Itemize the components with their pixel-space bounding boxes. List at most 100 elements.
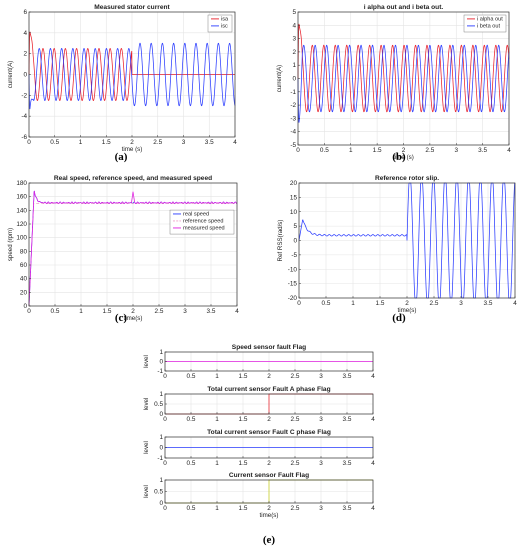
y-tick-label: 15 xyxy=(290,194,298,201)
x-tick-label: 4 xyxy=(371,373,375,380)
x-tick-label: 0 xyxy=(27,308,31,315)
y-axis-label: current(A) xyxy=(276,65,283,93)
x-tick-label: 2.5 xyxy=(291,416,300,423)
y-tick-label: -2 xyxy=(21,92,27,99)
x-axis-label: time (s) xyxy=(122,146,143,153)
y-tick-label: -2 xyxy=(290,102,296,109)
y-tick-label: 1 xyxy=(159,391,163,398)
x-tick-label: 0.5 xyxy=(187,416,196,423)
x-tick-label: 1.5 xyxy=(239,416,248,423)
x-axis-label: time(s) xyxy=(124,315,143,322)
x-tick-label: 4 xyxy=(513,300,517,307)
x-tick-label: 3.5 xyxy=(478,147,487,154)
x-tick-label: 1 xyxy=(79,308,83,315)
y-tick-label: 0 xyxy=(23,303,27,310)
series-line-isc xyxy=(28,42,236,110)
x-tick-label: 1 xyxy=(215,373,219,380)
x-tick-label: 3.5 xyxy=(205,139,214,146)
x-tick-label: 4 xyxy=(371,416,375,423)
x-tick-label: 0.5 xyxy=(187,505,196,512)
y-axis-label: Ref RSS(rad/s) xyxy=(277,220,284,262)
panel-label: (a) xyxy=(115,151,128,163)
y-tick-label: 1 xyxy=(159,477,163,484)
x-tick-label: 0.5 xyxy=(50,139,59,146)
y-tick-label: 3 xyxy=(292,36,296,43)
y-tick-label: -6 xyxy=(21,134,27,141)
chart-title: Measured stator current xyxy=(94,4,170,11)
x-tick-label: 1.5 xyxy=(239,460,248,467)
y-tick-label: -15 xyxy=(288,281,298,288)
x-tick-label: 1.5 xyxy=(102,139,111,146)
x-tick-label: 0 xyxy=(163,416,167,423)
x-tick-label: 2 xyxy=(267,460,271,467)
x-axis-label: time (s) xyxy=(393,154,414,161)
chart-title: i alpha out and i beta out. xyxy=(364,4,444,11)
series-line-reference-speed xyxy=(28,203,237,307)
series-line-i-beta-out xyxy=(297,44,510,123)
x-tick-label: 0.5 xyxy=(320,147,329,154)
y-tick-label: 140 xyxy=(16,207,27,214)
y-tick-label: 1 xyxy=(159,434,163,441)
x-tick-label: 3.5 xyxy=(343,416,352,423)
y-tick-label: 2 xyxy=(292,49,296,56)
series-line-i-alpha-out xyxy=(297,23,510,113)
x-tick-label: 2 xyxy=(267,505,271,512)
x-tick-label: 3 xyxy=(319,505,323,512)
y-tick-label: -1 xyxy=(157,368,163,375)
y-tick-label: 120 xyxy=(16,221,27,228)
y-tick-label: 2 xyxy=(23,51,27,58)
y-tick-label: 20 xyxy=(290,180,298,187)
y-tick-label: -20 xyxy=(288,295,298,302)
x-tick-label: 3 xyxy=(454,147,458,154)
x-tick-label: 2 xyxy=(130,139,134,146)
chart-e4: 0 0.5 1 1.5 2 2.5 3 3.5 4 0 0.5 1 Current sensor Fau… xyxy=(143,472,375,519)
y-tick-label: 4 xyxy=(23,30,27,37)
y-tick-label: 0.5 xyxy=(154,401,163,408)
y-tick-label: -4 xyxy=(21,113,27,120)
x-tick-label: 3 xyxy=(319,373,323,380)
y-tick-label: 0 xyxy=(292,76,296,83)
panel-label: (e) xyxy=(263,534,276,546)
x-tick-label: 0 xyxy=(163,505,167,512)
y-tick-label: 0 xyxy=(159,500,163,507)
x-tick-label: 0 xyxy=(163,460,167,467)
x-tick-label: 1.5 xyxy=(239,505,248,512)
x-tick-label: 0 xyxy=(296,147,300,154)
x-axis-label: time(s) xyxy=(260,512,279,519)
y-axis-label: level xyxy=(143,441,150,454)
y-tick-label: 0 xyxy=(159,445,163,452)
y-tick-label: 180 xyxy=(16,180,27,187)
y-tick-label: 100 xyxy=(16,235,27,242)
x-tick-label: 3 xyxy=(183,308,187,315)
x-tick-label: 0.5 xyxy=(51,308,60,315)
x-tick-label: 0 xyxy=(163,373,167,380)
x-tick-label: 2.5 xyxy=(291,505,300,512)
y-tick-label: 80 xyxy=(20,248,28,255)
x-tick-label: 2.5 xyxy=(430,300,439,307)
x-tick-label: 1 xyxy=(79,139,83,146)
x-tick-label: 3 xyxy=(182,139,186,146)
chart-b: 0 0.5 1 1.5 2 2.5 3 3.5 4 -5 -4 -3 -2 -1 0 1 2 3 4 5 i alpha… xyxy=(276,4,511,163)
y-tick-label: 10 xyxy=(290,209,298,216)
y-tick-label: 40 xyxy=(20,276,28,283)
y-tick-label: -5 xyxy=(290,142,296,149)
legend-entry: i alpha out xyxy=(477,17,503,23)
y-tick-label: 6 xyxy=(23,9,27,16)
y-tick-label: -1 xyxy=(157,455,163,462)
x-tick-label: 1 xyxy=(215,460,219,467)
series-line-measured-speed xyxy=(28,190,238,307)
legend-entry: isa xyxy=(221,17,229,23)
chart-a: 0 0.5 1 1.5 2 2.5 3 3.5 4 -6 -4 -2 0 2 4 6 Measured stat… xyxy=(7,4,237,163)
chart-title: Reference rotor slip. xyxy=(375,175,439,182)
x-tick-label: 1.5 xyxy=(373,147,382,154)
series-line-0 xyxy=(298,182,516,299)
legend-entry: real speed xyxy=(183,212,209,218)
panel-label: (c) xyxy=(115,312,128,324)
x-tick-label: 2.5 xyxy=(291,460,300,467)
x-tick-label: 3 xyxy=(319,460,323,467)
y-tick-label: 60 xyxy=(20,262,28,269)
chart-title: Speed sensor fault Flag xyxy=(232,344,306,351)
x-tick-label: 3.5 xyxy=(343,373,352,380)
